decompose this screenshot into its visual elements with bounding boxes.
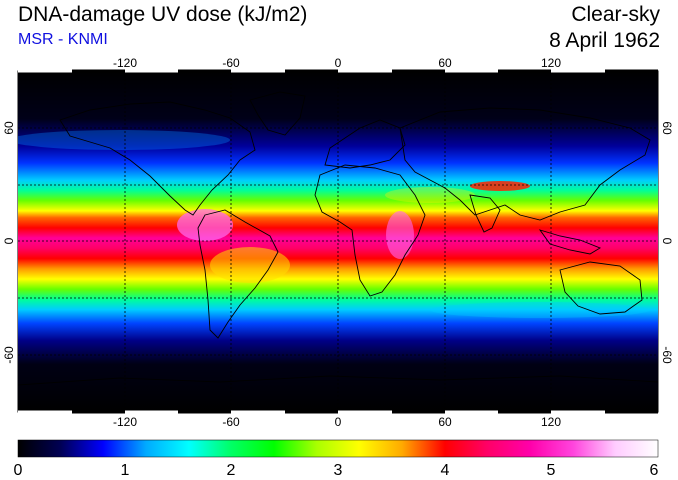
lon-label-top: 0 xyxy=(335,56,342,70)
gridlines xyxy=(18,71,658,412)
colorbar xyxy=(17,439,659,458)
lon-label-bottom: 0 xyxy=(335,415,342,429)
tibet-hotspot xyxy=(470,181,530,191)
india-coast xyxy=(469,194,501,233)
lon-labels-top: -120 -60 0 60 120 xyxy=(113,56,561,70)
lon-label-bottom: 120 xyxy=(541,415,561,429)
lon-label-bottom: -120 xyxy=(113,415,137,429)
lat-labels-left: 60 0 -60 xyxy=(2,121,16,364)
lat-labels-right: 60 0 -60 xyxy=(660,121,674,364)
lon-label-bottom: -60 xyxy=(222,415,240,429)
lat-label-right: -60 xyxy=(660,346,674,364)
africa-coast xyxy=(314,164,426,297)
sky-condition-label: Clear-sky xyxy=(571,3,660,26)
north-pacific-band xyxy=(18,130,230,150)
southeast-asia-islands xyxy=(538,229,602,255)
dose-field xyxy=(18,71,658,412)
lat-label-right: 0 xyxy=(660,238,674,245)
lon-label-top: 60 xyxy=(438,56,452,70)
south-america-coast xyxy=(197,209,279,339)
lon-label-top: 120 xyxy=(541,56,561,70)
lat-label-left: 60 xyxy=(2,121,16,135)
antarctica-coast xyxy=(18,375,658,386)
colorbar-label: 3 xyxy=(334,462,343,479)
colorbar-labels: 0 1 2 3 4 5 6 xyxy=(14,462,659,479)
lat-label-left: 0 xyxy=(2,237,16,244)
lon-label-top: -60 xyxy=(222,56,240,70)
australia-coast xyxy=(559,261,643,315)
lat-label-right: 60 xyxy=(660,121,674,135)
andes-hotspot xyxy=(177,209,233,241)
date-label: 8 April 1962 xyxy=(549,29,660,52)
colorbar-label: 6 xyxy=(650,462,659,479)
south-indian-band xyxy=(430,302,650,318)
lon-labels-bottom: -120 -60 0 60 120 xyxy=(113,415,561,429)
sahara-band xyxy=(385,187,475,203)
frame-segments xyxy=(18,69,658,414)
map-title: DNA-damage UV dose (kJ/m2) xyxy=(18,3,308,26)
colorbar-label: 1 xyxy=(121,462,130,479)
source-label: MSR - KNMI xyxy=(18,31,108,48)
lon-label-top: -120 xyxy=(113,56,137,70)
colorbar-label: 4 xyxy=(441,462,450,479)
colorbar-label: 2 xyxy=(227,462,236,479)
brazil-band xyxy=(210,247,290,283)
colorbar-label: 5 xyxy=(547,462,556,479)
colorbar-label: 0 xyxy=(14,462,23,479)
north-america-coast xyxy=(59,101,256,216)
east-africa-hotspot xyxy=(386,211,414,259)
greenland-coast xyxy=(249,91,306,136)
lat-label-left: -60 xyxy=(2,346,16,364)
lon-label-bottom: 60 xyxy=(438,415,452,429)
